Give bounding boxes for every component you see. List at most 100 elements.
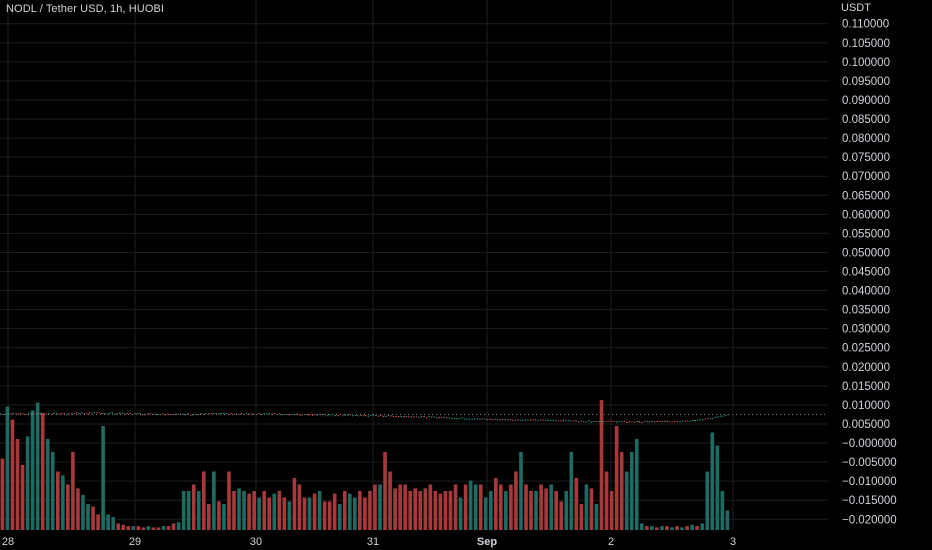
volume-bar <box>504 491 508 530</box>
price-candle <box>354 414 357 416</box>
price-candle <box>334 415 336 417</box>
price-candle <box>60 413 63 415</box>
price-candle <box>420 416 423 418</box>
price-axis-tick-label: 0.080000 <box>842 133 890 145</box>
price-candle <box>139 413 141 415</box>
price-axis-tick-label: 0.055000 <box>842 228 890 240</box>
price-candle <box>590 421 592 423</box>
volume-bar <box>337 504 342 530</box>
price-candle <box>377 415 380 417</box>
price-candle <box>514 419 516 421</box>
volume-bar <box>242 491 246 530</box>
price-candle <box>522 419 524 421</box>
price-candle <box>415 416 418 418</box>
price-candle <box>661 421 663 423</box>
volume-bar <box>91 506 95 530</box>
price-candle <box>245 412 248 414</box>
price-candle <box>220 413 222 415</box>
price-candle <box>560 420 562 422</box>
price-candle <box>172 413 174 415</box>
price-axis-tick-label: 0.005000 <box>842 419 890 431</box>
price-candle <box>712 418 714 420</box>
price-candle <box>240 413 243 415</box>
time-axis-tick-label: 30 <box>250 536 262 548</box>
price-candle <box>10 413 12 415</box>
price-candle <box>238 413 240 415</box>
volume-bar <box>539 484 543 530</box>
volume-bar <box>277 491 282 530</box>
price-candle <box>50 413 53 415</box>
volume-bar <box>86 504 90 530</box>
price-candle <box>375 414 377 416</box>
price-candle <box>628 421 631 423</box>
volume-bar <box>594 504 599 530</box>
price-candle <box>709 418 712 420</box>
volume-bar <box>312 493 317 530</box>
time-axis-tick-label: 3 <box>730 536 736 548</box>
price-axis-tick-label: 0.065000 <box>842 190 890 202</box>
time-axis-tick-label: 28 <box>2 536 14 548</box>
price-candle <box>403 416 405 418</box>
price-candle <box>174 413 177 415</box>
time-axis[interactable]: 28 29 30 31 Sep 2 3 <box>2 536 736 548</box>
price-candle <box>217 413 220 415</box>
price-candle <box>17 413 20 415</box>
price-candle <box>499 419 501 421</box>
price-candle <box>504 419 506 421</box>
price-candle <box>686 420 689 422</box>
price-candle <box>534 419 537 421</box>
price-candle <box>134 413 136 415</box>
price-candle <box>324 414 326 416</box>
price-candle <box>532 419 534 421</box>
volume-bar <box>574 478 579 530</box>
price-axis[interactable]: 0.110000 0.105000 0.100000 0.095000 0.090000… <box>842 19 897 527</box>
time-axis-tick-label: 29 <box>129 536 141 548</box>
price-candle <box>638 421 641 423</box>
price-candle <box>86 413 88 415</box>
price-axis-tick-label: −0.010000 <box>842 476 897 488</box>
price-axis-tick-label: −0.000000 <box>842 438 897 450</box>
price-candle <box>149 413 151 415</box>
price-candle <box>27 412 30 414</box>
volume-bar <box>478 484 483 530</box>
volume-bar <box>126 526 131 530</box>
price-candle <box>582 420 585 422</box>
time-axis-tick-label: 31 <box>367 536 379 548</box>
price-candle <box>48 412 50 414</box>
price-candle <box>321 413 324 415</box>
volume-bar <box>212 471 216 530</box>
price-candle <box>608 420 610 422</box>
price-candle <box>357 415 359 417</box>
price-candle <box>101 412 103 414</box>
price-candle <box>306 413 309 416</box>
volume-bar <box>599 400 604 530</box>
price-candle <box>281 414 283 416</box>
volume-bar <box>554 491 559 530</box>
price-candle <box>250 413 253 415</box>
volume-bar <box>519 452 523 530</box>
price-candle <box>38 413 40 415</box>
price-candle <box>481 418 483 420</box>
volume-bar <box>634 439 639 530</box>
volume-bar <box>287 501 292 530</box>
price-candle <box>7 413 10 415</box>
volume-bar <box>0 458 5 530</box>
price-candle <box>78 413 80 415</box>
volume-bar <box>131 526 136 530</box>
volume-bar <box>146 526 151 530</box>
price-candle <box>719 415 722 417</box>
price-candle <box>491 418 494 420</box>
price-axis-tick-label: 0.075000 <box>842 152 890 164</box>
price-candle <box>258 412 260 414</box>
price-candle <box>542 419 544 421</box>
volume-bar <box>71 452 75 530</box>
volume-bar <box>166 526 171 530</box>
price-candle <box>623 420 625 422</box>
volume-bar <box>584 484 589 530</box>
price-candle <box>456 418 458 420</box>
volume-bar <box>252 491 256 530</box>
price-candle <box>311 414 314 416</box>
volume-bar <box>247 493 251 530</box>
price-candle <box>387 415 390 417</box>
